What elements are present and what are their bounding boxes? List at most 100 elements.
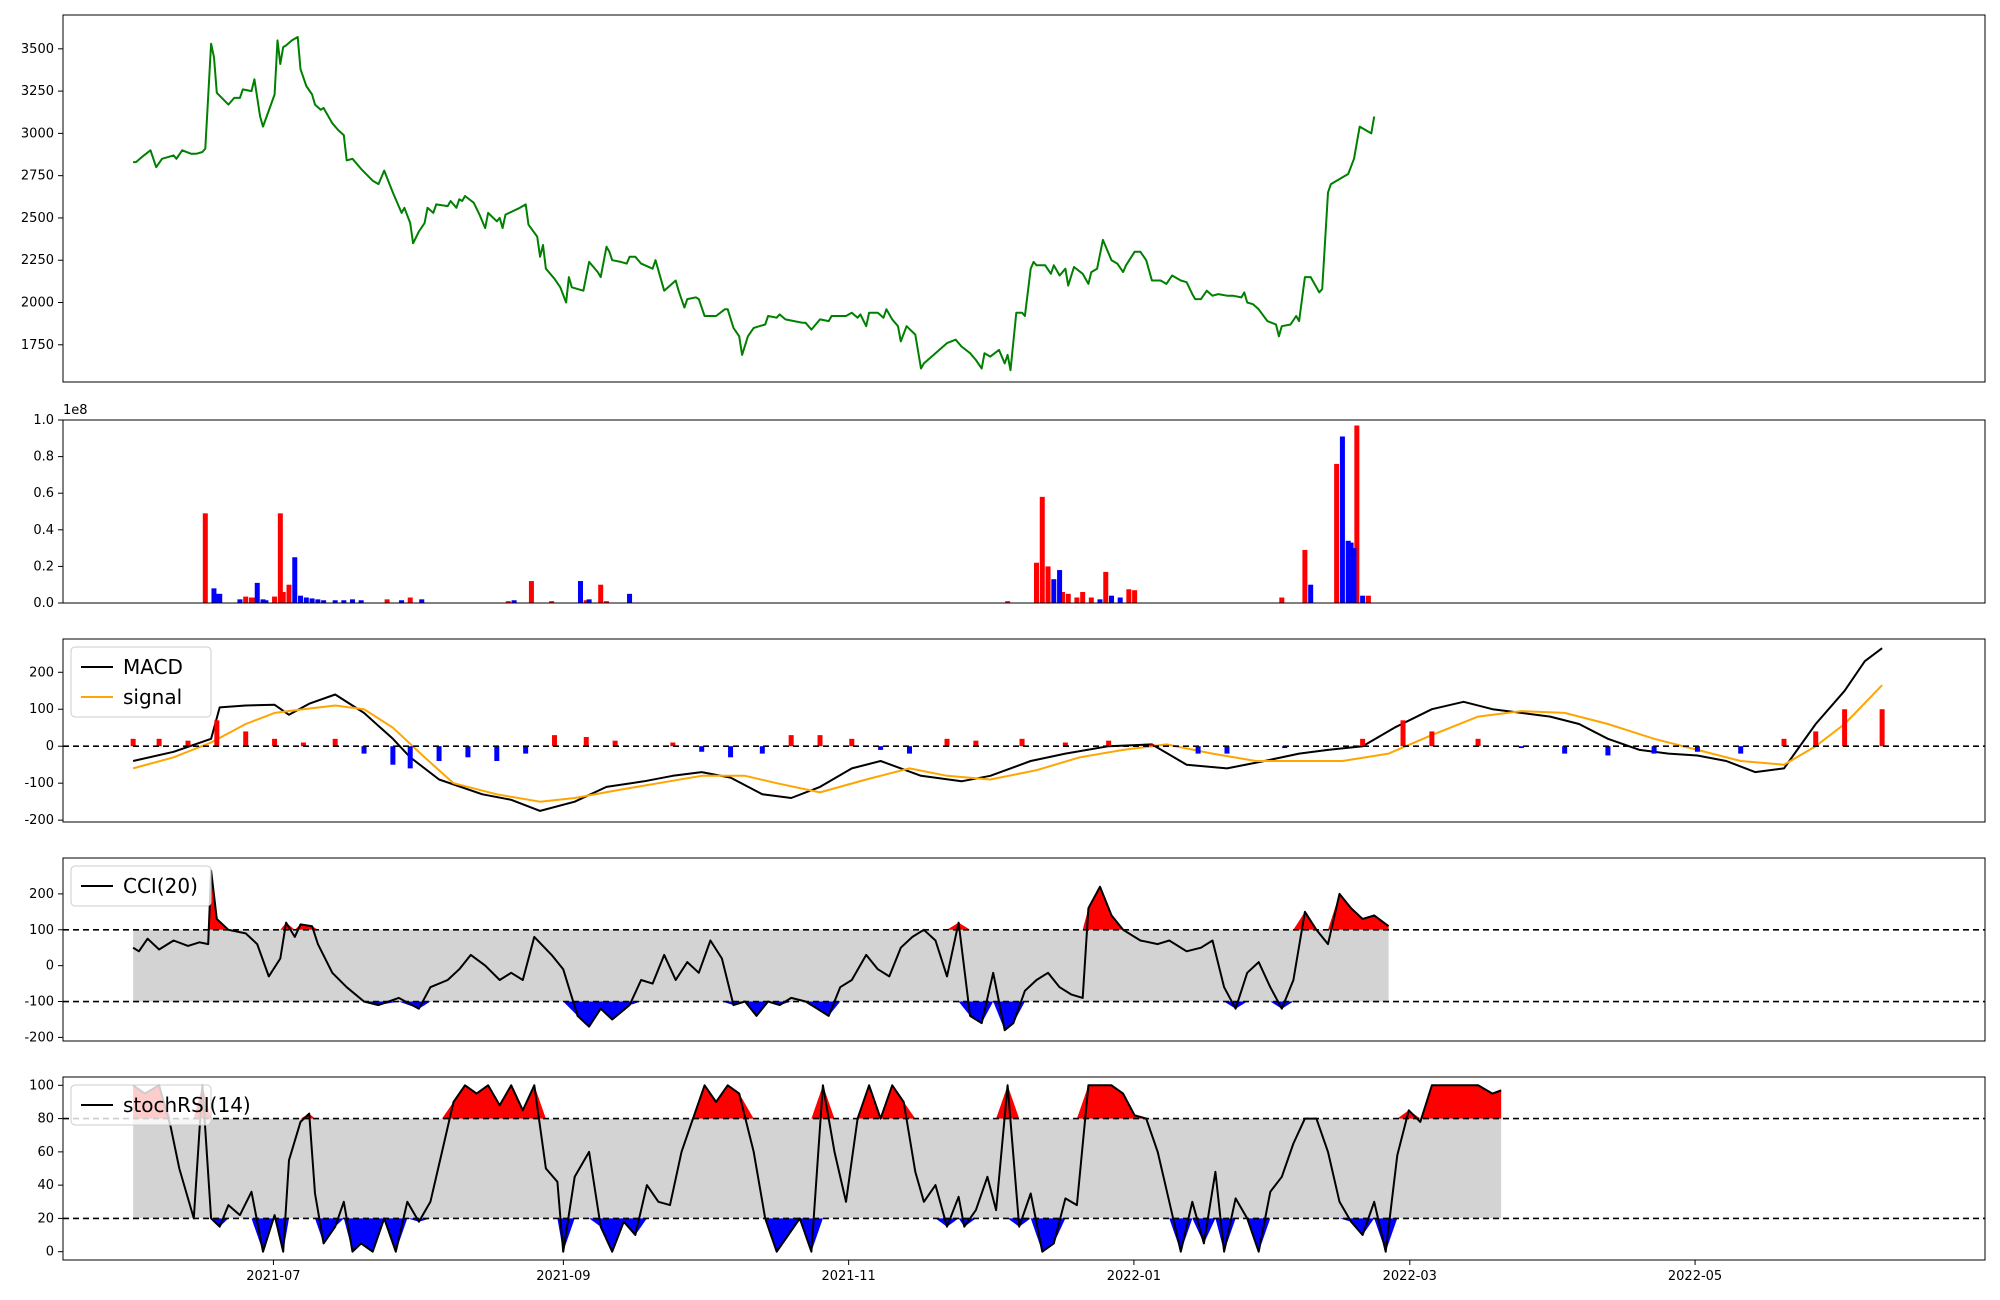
macd-bar <box>436 746 442 761</box>
macd-bar <box>300 742 306 747</box>
volume-ytick-label: 0.2 <box>33 559 54 574</box>
volume-bar <box>272 596 278 603</box>
volume-ytick-label: 0.4 <box>33 523 54 538</box>
volume-bar <box>505 601 511 603</box>
volume-bar <box>292 557 298 603</box>
volume-offset-label: 1e8 <box>63 403 88 418</box>
macd-bar <box>1429 731 1435 747</box>
volume-bar <box>214 593 220 603</box>
volume-bar <box>280 592 286 603</box>
volume-bar <box>286 584 292 603</box>
volume-bar <box>341 600 347 603</box>
volume-bar <box>263 600 269 603</box>
cci-oversold-fill <box>133 1001 1389 1031</box>
macd-bar <box>1605 746 1611 756</box>
macd-bar <box>494 746 500 761</box>
stochrsi-oversold-fill <box>133 1218 1502 1252</box>
stochrsi-frame <box>62 1076 1986 1261</box>
volume-bar <box>1059 592 1065 603</box>
volume-bar <box>1354 425 1360 603</box>
volume-panel: 0.0 0.2 0.4 0.6 0.8 1.0 1e8 <box>33 403 1986 611</box>
macd-bar <box>759 746 765 754</box>
volume-bar <box>1117 597 1123 603</box>
volume-bar <box>1345 540 1351 603</box>
volume-bar <box>549 601 555 603</box>
price-ytick-label: 3250 <box>21 84 54 99</box>
macd-bar <box>407 746 413 769</box>
stochrsi-panel: 0 20 40 60 80 100 stochRSI(14) <box>29 1076 1986 1261</box>
macd-ytick-label: 100 <box>29 702 54 717</box>
xtick-label: 2022-05 <box>1668 1269 1722 1284</box>
volume-bar <box>358 600 364 603</box>
stochrsi-ytick-label: 40 <box>37 1178 54 1193</box>
volume-bar <box>1351 548 1357 603</box>
stochrsi-legend: stochRSI(14) <box>70 1084 251 1126</box>
volume-bar <box>1039 496 1045 603</box>
volume-bar <box>243 596 249 603</box>
macd-panel: -200 -100 0 100 200 MACD signal <box>24 638 1986 828</box>
cci-legend-box <box>70 865 212 907</box>
stochrsi-ytick-label: 0 <box>46 1245 54 1260</box>
macd-bar <box>1475 738 1481 747</box>
macd-bar <box>878 746 884 750</box>
volume-bar <box>586 599 592 603</box>
macd-bar <box>156 738 162 747</box>
volume-bar <box>603 601 609 603</box>
macd-bar <box>670 742 676 747</box>
volume-bar <box>303 597 309 603</box>
price-ytick-label: 2500 <box>21 211 54 226</box>
date-axis: 2021-07 2021-09 2021-11 2022-01 2022-03 2022-… <box>246 1260 1722 1284</box>
macd-bar <box>130 738 136 747</box>
volume-bar <box>211 588 217 603</box>
volume-bar <box>1348 542 1354 603</box>
volume-bar <box>1302 549 1308 603</box>
price-ytick-label: 2750 <box>21 169 54 184</box>
macd-bar <box>1400 720 1406 747</box>
macd-bar <box>272 738 278 747</box>
price-ytick-label: 3500 <box>21 42 54 57</box>
price-ytick-label: 2000 <box>21 296 54 311</box>
macd-frame <box>62 638 1986 823</box>
volume-bar <box>577 581 583 603</box>
volume-bar <box>1109 595 1115 603</box>
volume-bar <box>315 599 321 603</box>
volume-bar <box>1088 597 1094 603</box>
cci-ytick-label: 100 <box>29 923 54 938</box>
macd-legend-label: signal <box>123 685 182 709</box>
volume-bar <box>407 597 413 603</box>
volume-bar <box>237 599 243 603</box>
price-line-series <box>133 36 1376 372</box>
macd-bar <box>1651 746 1657 754</box>
macd-ytick-label: 0 <box>46 739 54 754</box>
volume-bar <box>399 600 405 603</box>
volume-bar <box>1308 584 1314 603</box>
xtick-label: 2021-11 <box>821 1269 875 1284</box>
macd-bar <box>1360 738 1366 747</box>
macd-bar <box>523 746 529 754</box>
volume-ytick-label: 0.0 <box>33 596 54 611</box>
cci-ytick-label: -200 <box>24 1030 54 1045</box>
volume-bar <box>332 600 338 603</box>
volume-bar <box>1074 597 1080 603</box>
volume-bar <box>251 597 257 603</box>
macd-ytick-label: -100 <box>24 776 54 791</box>
volume-bar <box>1103 571 1109 603</box>
volume-bar <box>1339 436 1345 603</box>
price-ytick-label: 2250 <box>21 253 54 268</box>
volume-bar <box>248 597 254 603</box>
price-ytick-label: 1750 <box>21 338 54 353</box>
cci-neutral-band <box>133 929 1389 1002</box>
volume-bar <box>202 513 208 603</box>
macd-bar <box>332 738 338 747</box>
volume-bar <box>1365 595 1371 603</box>
macd-bar <box>1282 746 1288 749</box>
volume-bar <box>627 593 633 603</box>
macd-bar <box>907 746 913 754</box>
macd-bar <box>612 740 618 747</box>
volume-bar <box>309 598 315 603</box>
volume-bar <box>260 599 266 603</box>
macd-legend-label: MACD <box>123 655 183 679</box>
price-ytick-label: 3000 <box>21 126 54 141</box>
macd-bar <box>1062 742 1068 747</box>
